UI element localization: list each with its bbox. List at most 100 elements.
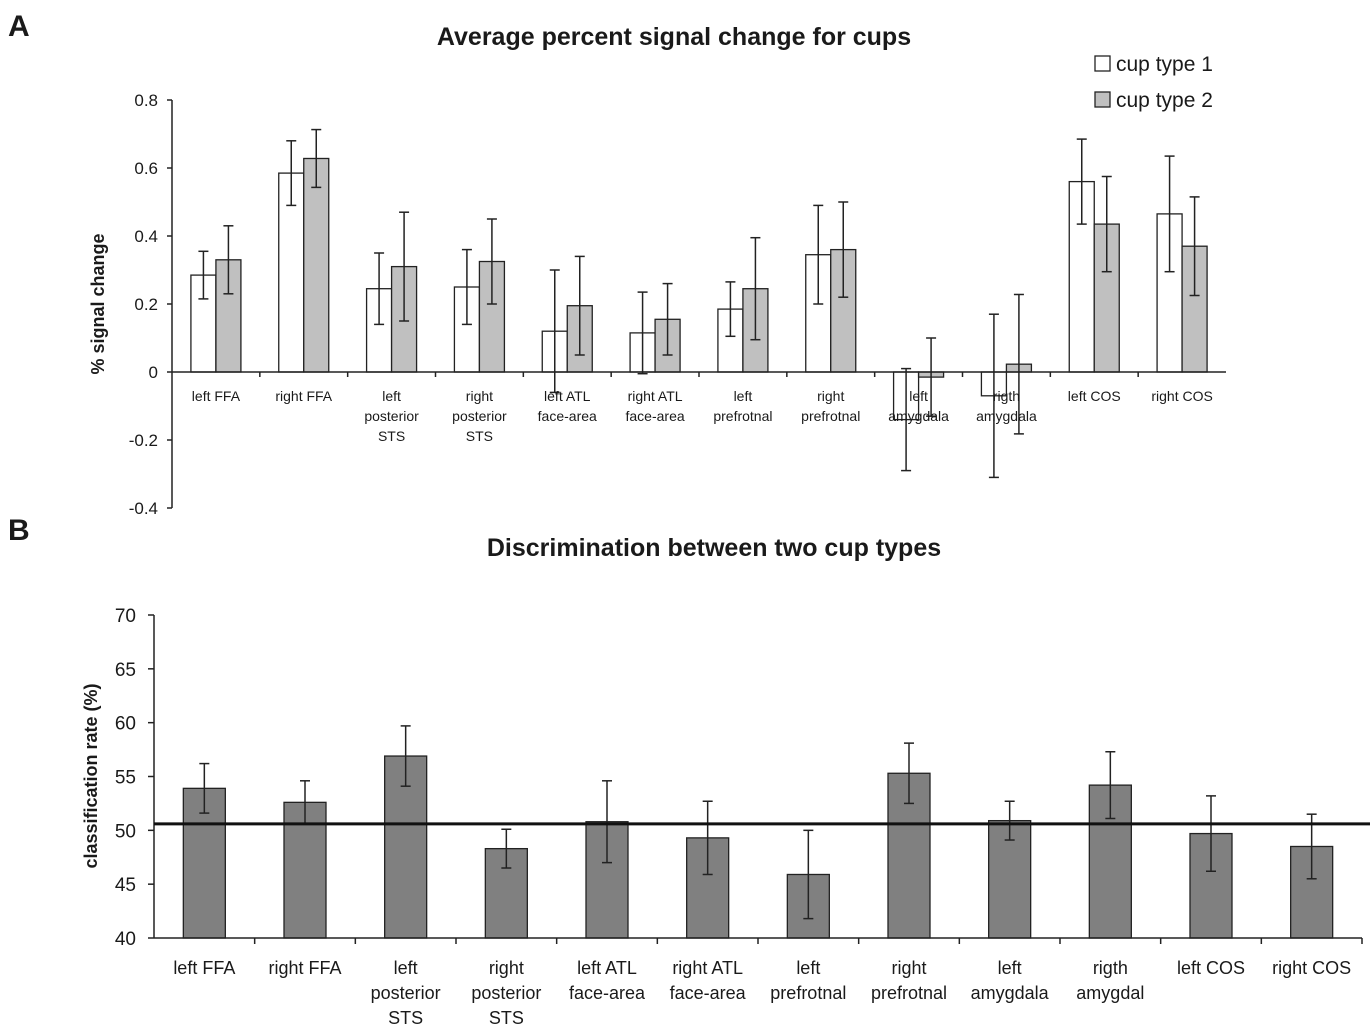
chart-b-category-label: amygdal [1076,983,1144,1003]
chart-a-category-label: prefrotnal [801,408,860,424]
chart-a-ytick-label: 0.4 [134,227,158,246]
chart-b-category-label: left COS [1177,958,1245,978]
chart-a-category-label: right [817,388,844,404]
chart-a-bar-s2-1 [303,157,330,373]
chart-b-category-label: left FFA [173,958,235,978]
chart-b-category-label: right [891,958,926,978]
chart-b-category-label: right COS [1272,958,1351,978]
chart-a-plot: 0.8 0.6 0.4 0.2 0 -0.2 -0.4 left FFA right FFA le… [129,91,1226,518]
chart-b-errorbar-6 [803,829,814,920]
chart-a-errorbar-s2-8 [926,337,937,417]
chart-a: Average percent signal change for cups %… [88,23,1226,518]
chart-a-category-label: face-area [538,408,597,424]
chart-a-ytick-label: 0.6 [134,159,158,178]
chart-a-errorbar-s1-7 [813,204,824,305]
chart-a-errorbar-s1-9 [988,313,999,479]
chart-a-legend-swatch-2 [1094,91,1111,108]
chart-a-ytick-label: 0.8 [134,91,158,110]
chart-a-category-label: amygdala [888,408,949,424]
chart-a-errorbar-s2-9 [1013,293,1024,435]
chart-b-category-label: posterior [371,983,441,1003]
chart-b-category-label: face-area [670,983,747,1003]
chart-a-legend: cup type 1 cup type 2 [1094,53,1213,112]
chart-b-errorbar-5 [702,800,713,876]
chart-a-errorbar-s2-2 [399,211,410,322]
chart-b-category-label: left [394,958,418,978]
chart-b-category-label: left [998,958,1022,978]
chart-a-category-label: amygdala [976,408,1037,424]
chart-b-ytick-label: 60 [115,714,136,735]
chart-b-category-label: left [796,958,820,978]
chart-a-errorbar-s1-1 [286,140,297,207]
chart-a-category-label: STS [466,428,493,444]
chart-b-errorbar-10 [1206,795,1216,872]
chart-b-category-label: prefrotnal [770,983,846,1003]
chart-a-ytick-label: -0.2 [129,431,158,450]
chart-a-bar-s2-10 [1093,223,1120,373]
chart-a-errorbar-s2-5 [662,282,673,356]
chart-a-category-label: posterior [364,408,419,424]
panel-a-letter: A [8,10,30,43]
chart-a-errorbar-s1-0 [198,250,209,300]
chart-b-errorbar-9 [1105,750,1116,820]
chart-b-ylabel: classification rate (%) [81,683,101,868]
chart-a-category-label: left [734,388,753,404]
chart-b-category-label: right FFA [268,958,341,978]
chart-a-errorbar-s2-4 [574,255,585,356]
chart-b-ytick-label: 70 [115,606,136,627]
chart-a-legend-label-1: cup type 1 [1116,53,1213,76]
chart-a-category-label: left COS [1068,388,1121,404]
chart-a-ytick-label: 0 [149,363,158,382]
chart-a-ylabel: % signal change [88,233,108,374]
chart-b-category-label: right [489,958,524,978]
chart-b-errorbar-0 [199,762,210,814]
chart-a-errorbar-s1-5 [637,291,648,375]
chart-a-category-label: rigth [993,388,1020,404]
chart-a-errorbar-s1-2 [374,252,385,326]
chart-b-ytick-label: 40 [115,929,136,950]
chart-a-category-label: posterior [452,408,507,424]
chart-a-errorbar-s2-6 [750,236,761,341]
chart-b-category-label: prefrotnal [871,983,947,1003]
chart-b-category-label: posterior [471,983,541,1003]
chart-b-category-label: right ATL [672,958,743,978]
chart-a-category-label: left [382,388,401,404]
chart-a-category-label: right FFA [275,388,332,404]
chart-a-errorbar-s2-0 [223,225,234,295]
chart-b-errorbar-3 [501,828,512,869]
chart-b-ytick-label: 55 [115,768,136,789]
chart-a-errorbar-s2-1 [311,128,322,189]
chart-a-errorbar-s2-3 [486,218,497,305]
chart-a-category-label: right ATL [628,388,683,404]
chart-b-plot: 70 65 60 55 50 45 40 left FFA right FFA left poste… [115,606,1370,1027]
chart-b-ytick-label: 65 [115,660,136,681]
chart-a-errorbar-s2-11 [1189,196,1200,297]
chart-a-category-label: STS [378,428,405,444]
chart-a-category-label: left FFA [192,388,241,404]
chart-a-category-label: left ATL [544,388,591,404]
chart-b-category-label: STS [489,1008,524,1027]
chart-a-bar-s1-1 [278,172,305,373]
chart-a-legend-swatch-1 [1094,55,1111,72]
chart-a-category-label: right [466,388,493,404]
chart-b-title: Discrimination between two cup types [487,534,941,562]
chart-a-errorbar-s1-11 [1164,155,1175,273]
chart-b-category-label: STS [388,1008,423,1027]
chart-b-errorbar-8 [1004,800,1015,841]
chart-a-ytick-label: 0.2 [134,295,158,314]
chart-a-title: Average percent signal change for cups [437,23,911,51]
chart-a-errorbar-s1-6 [725,281,736,338]
chart-b-ytick-label: 45 [115,875,136,896]
chart-b: Discrimination between two cup types cla… [81,534,1370,1027]
chart-b-category-label: amygdala [971,983,1050,1003]
chart-b-category-label: left ATL [577,958,637,978]
chart-b-category-label: face-area [569,983,646,1003]
panel-b-letter: B [8,514,30,547]
chart-b-errorbar-4 [602,780,612,864]
chart-a-errorbar-s2-10 [1101,175,1112,273]
chart-a-category-label: prefrotnal [713,408,772,424]
chart-a-errorbar-s1-10 [1076,138,1087,225]
chart-b-ytick-label: 50 [115,821,136,842]
chart-a-legend-label-2: cup type 2 [1116,89,1213,112]
